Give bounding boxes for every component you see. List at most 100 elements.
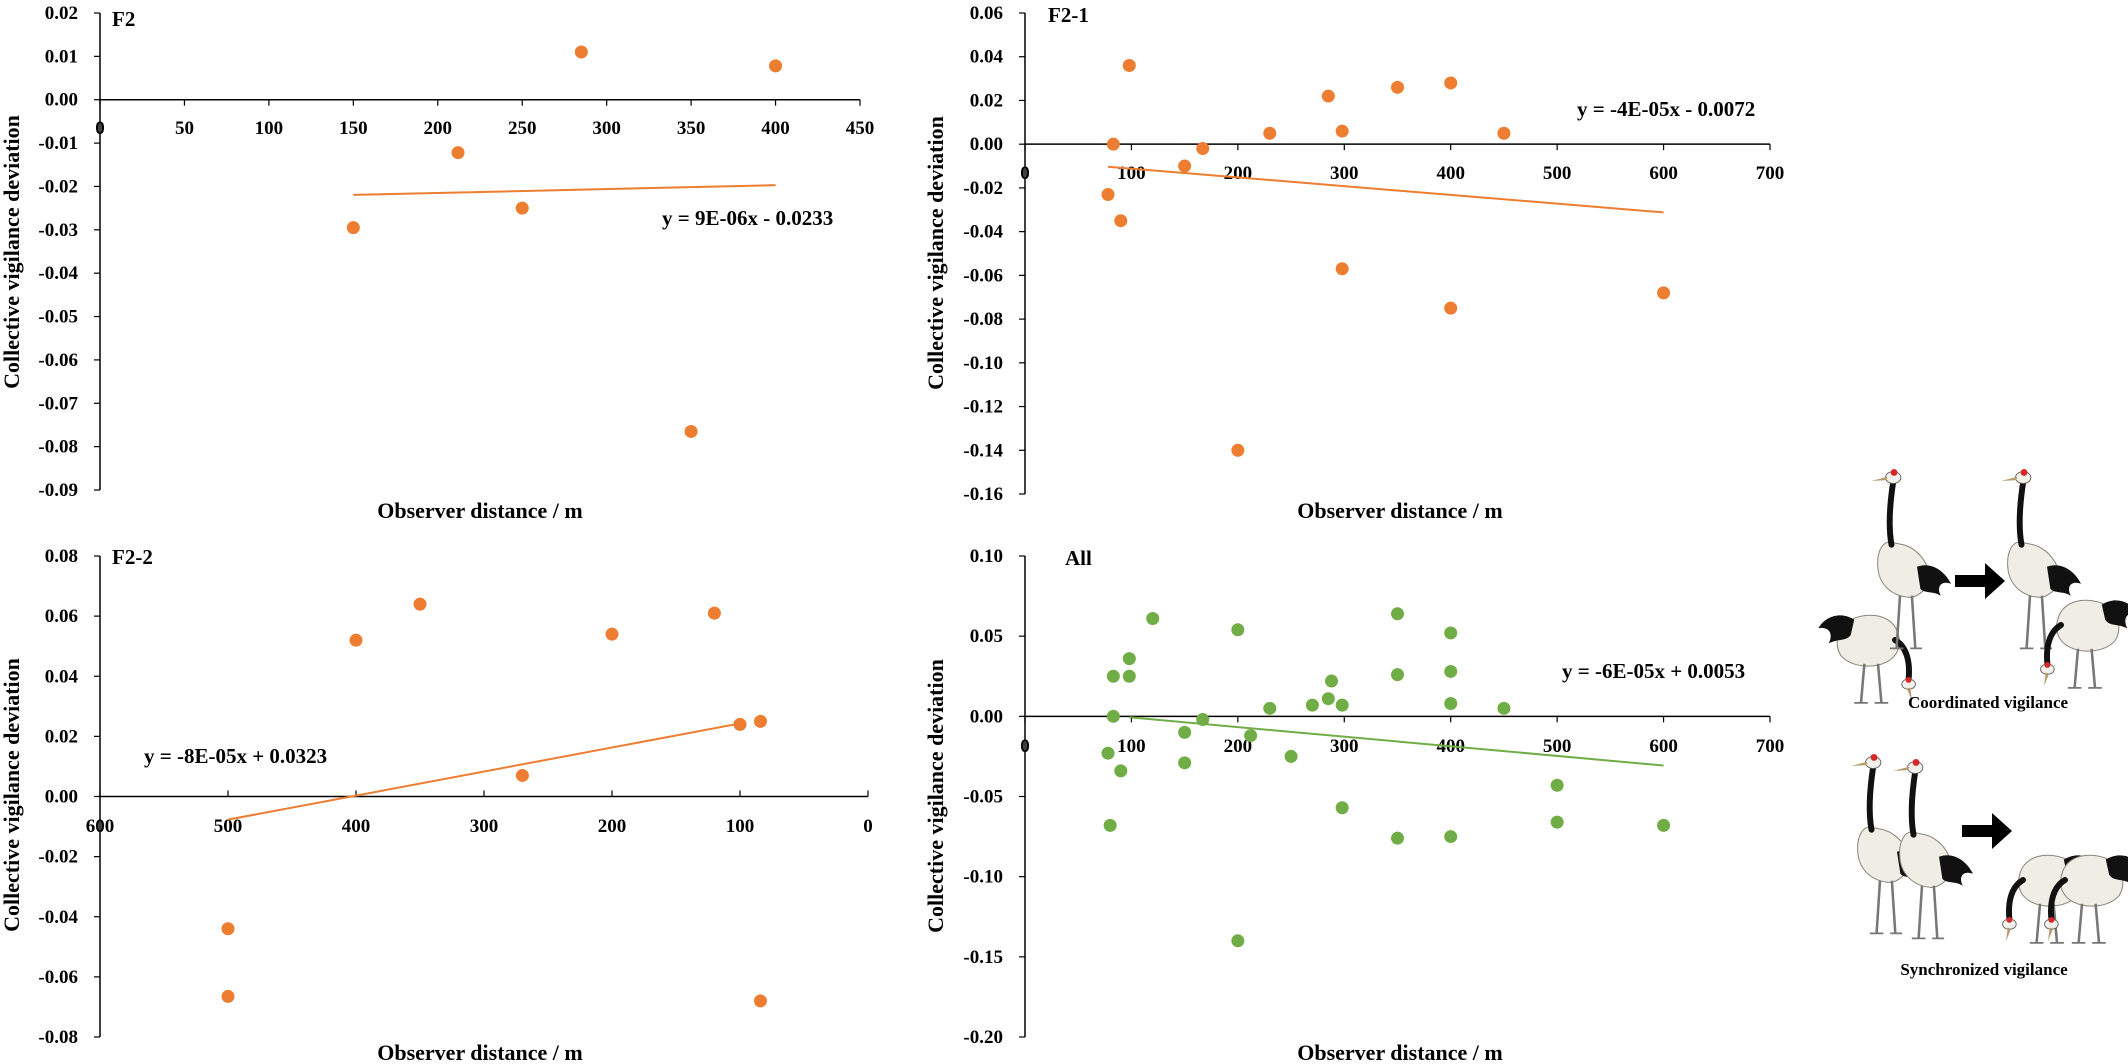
- data-point: [515, 768, 529, 782]
- data-point: [1244, 729, 1258, 743]
- y-tick-label: -0.09: [38, 480, 78, 501]
- y-tick-label: 0.08: [45, 546, 78, 567]
- data-point: [1122, 652, 1136, 666]
- data-point: [684, 424, 698, 438]
- x-tick-label: 350: [677, 118, 706, 139]
- x-tick-label: 600: [1649, 163, 1678, 184]
- x-tick-label: 100: [255, 118, 284, 139]
- data-point: [1231, 623, 1245, 637]
- y-tick-label: -0.06: [38, 350, 78, 371]
- data-point: [1263, 126, 1277, 140]
- x-tick-label: 600: [1649, 736, 1678, 757]
- data-point: [1325, 674, 1339, 688]
- x-tick-label: 400: [1436, 163, 1465, 184]
- data-point: [221, 989, 235, 1003]
- trendline-equation-f2: y = 9E-06x - 0.0233: [662, 206, 833, 230]
- data-point: [605, 627, 619, 641]
- y-tick-label: -0.02: [38, 847, 78, 868]
- data-point: [1497, 126, 1511, 140]
- y-axis-title-f2-1: Collective vigilance deviation: [923, 116, 948, 390]
- panel-label-f2: F2: [112, 7, 135, 31]
- x-tick-label: 300: [470, 816, 499, 837]
- data-point: [1122, 58, 1136, 72]
- trendline-equation-f2-2: y = -8E-05x + 0.0323: [144, 744, 327, 768]
- data-point: [1101, 746, 1115, 760]
- y-tick-label: -0.06: [963, 265, 1003, 286]
- y-tick-label: -0.14: [963, 440, 1003, 461]
- y-tick-label: -0.20: [963, 1027, 1003, 1048]
- trendline: [1107, 165, 1664, 214]
- data-point: [1231, 934, 1245, 948]
- y-tick-label: -0.04: [963, 222, 1003, 243]
- data-point: [1106, 137, 1120, 151]
- data-point: [1444, 76, 1458, 90]
- x-tick-label: 150: [339, 118, 368, 139]
- data-point: [1103, 818, 1117, 832]
- data-point: [1178, 756, 1192, 770]
- x-tick-label: 500: [214, 816, 243, 837]
- data-point: [1178, 725, 1192, 739]
- data-point: [349, 633, 363, 647]
- y-tick-label: 0.00: [45, 787, 78, 808]
- data-point: [1335, 124, 1349, 138]
- y-tick-label: -0.10: [963, 353, 1003, 374]
- trendline: [227, 722, 741, 821]
- data-point: [1444, 301, 1458, 315]
- y-tick-label: -0.03: [38, 220, 78, 241]
- data-point: [515, 201, 529, 215]
- x-tick-label: 700: [1756, 163, 1785, 184]
- coordinated-vigilance-label: Coordinated vigilance: [1908, 693, 2069, 712]
- crane-icon: [1893, 759, 1973, 938]
- data-point: [1231, 443, 1245, 457]
- coordinated-vigilance-illustration: Coordinated vigilance: [1819, 469, 2128, 712]
- data-point: [1657, 286, 1671, 300]
- data-point: [753, 994, 767, 1008]
- trendline-equation-f2-1: y = -4E-05x - 0.0072: [1577, 97, 1755, 121]
- data-point: [1335, 801, 1349, 815]
- panel-label-f2-2: F2-2: [112, 545, 153, 569]
- data-point: [733, 717, 747, 731]
- data-point: [1114, 764, 1128, 778]
- x-tick-label: 100: [1117, 163, 1146, 184]
- y-tick-label: -0.05: [963, 787, 1003, 808]
- data-point: [1305, 698, 1319, 712]
- data-point: [1391, 668, 1404, 682]
- y-tick-label: -0.05: [38, 307, 78, 328]
- x-tick-label: 300: [1330, 163, 1359, 184]
- y-tick-label: -0.08: [963, 309, 1003, 330]
- x-tick-label: 50: [175, 118, 194, 139]
- data-point: [1444, 626, 1458, 640]
- data-point: [346, 221, 360, 235]
- data-point: [1550, 778, 1564, 792]
- data-point: [1106, 709, 1120, 723]
- data-point: [1657, 818, 1671, 832]
- y-tick-label: 0.10: [970, 546, 1003, 567]
- y-tick-label: -0.07: [38, 393, 78, 414]
- panel-label-all: All: [1065, 546, 1092, 570]
- x-tick-label: 600: [86, 816, 115, 837]
- y-tick-label: 0.01: [45, 46, 78, 67]
- data-point: [451, 146, 465, 160]
- x-tick-label: 0: [1020, 736, 1030, 757]
- trendline: [353, 184, 776, 196]
- x-axis-title-all: Observer distance / m: [1297, 1040, 1503, 1064]
- chart-panel-f2: 0.02 0.01 0.00 -0.01 -0.02 -0.03 -0.04 -0.05 -0.…: [0, 3, 874, 523]
- x-tick-label: 200: [424, 118, 453, 139]
- data-point: [707, 606, 721, 620]
- data-point: [1391, 80, 1404, 94]
- y-tick-label: 0.06: [970, 3, 1003, 24]
- data-point: [1444, 664, 1458, 678]
- data-point: [1335, 262, 1349, 276]
- x-tick-label: 400: [342, 816, 371, 837]
- y-tick-label: 0.02: [45, 3, 78, 24]
- y-tick-label: 0.06: [45, 606, 78, 627]
- data-point: [1391, 831, 1404, 845]
- x-tick-label: 500: [1543, 163, 1572, 184]
- y-tick-label: -0.12: [963, 397, 1003, 418]
- data-point: [1122, 669, 1136, 683]
- y-tick-label: 0.04: [970, 47, 1004, 68]
- data-point: [1335, 698, 1349, 712]
- y-tick-label: 0.02: [45, 726, 78, 747]
- data-point: [1101, 187, 1115, 201]
